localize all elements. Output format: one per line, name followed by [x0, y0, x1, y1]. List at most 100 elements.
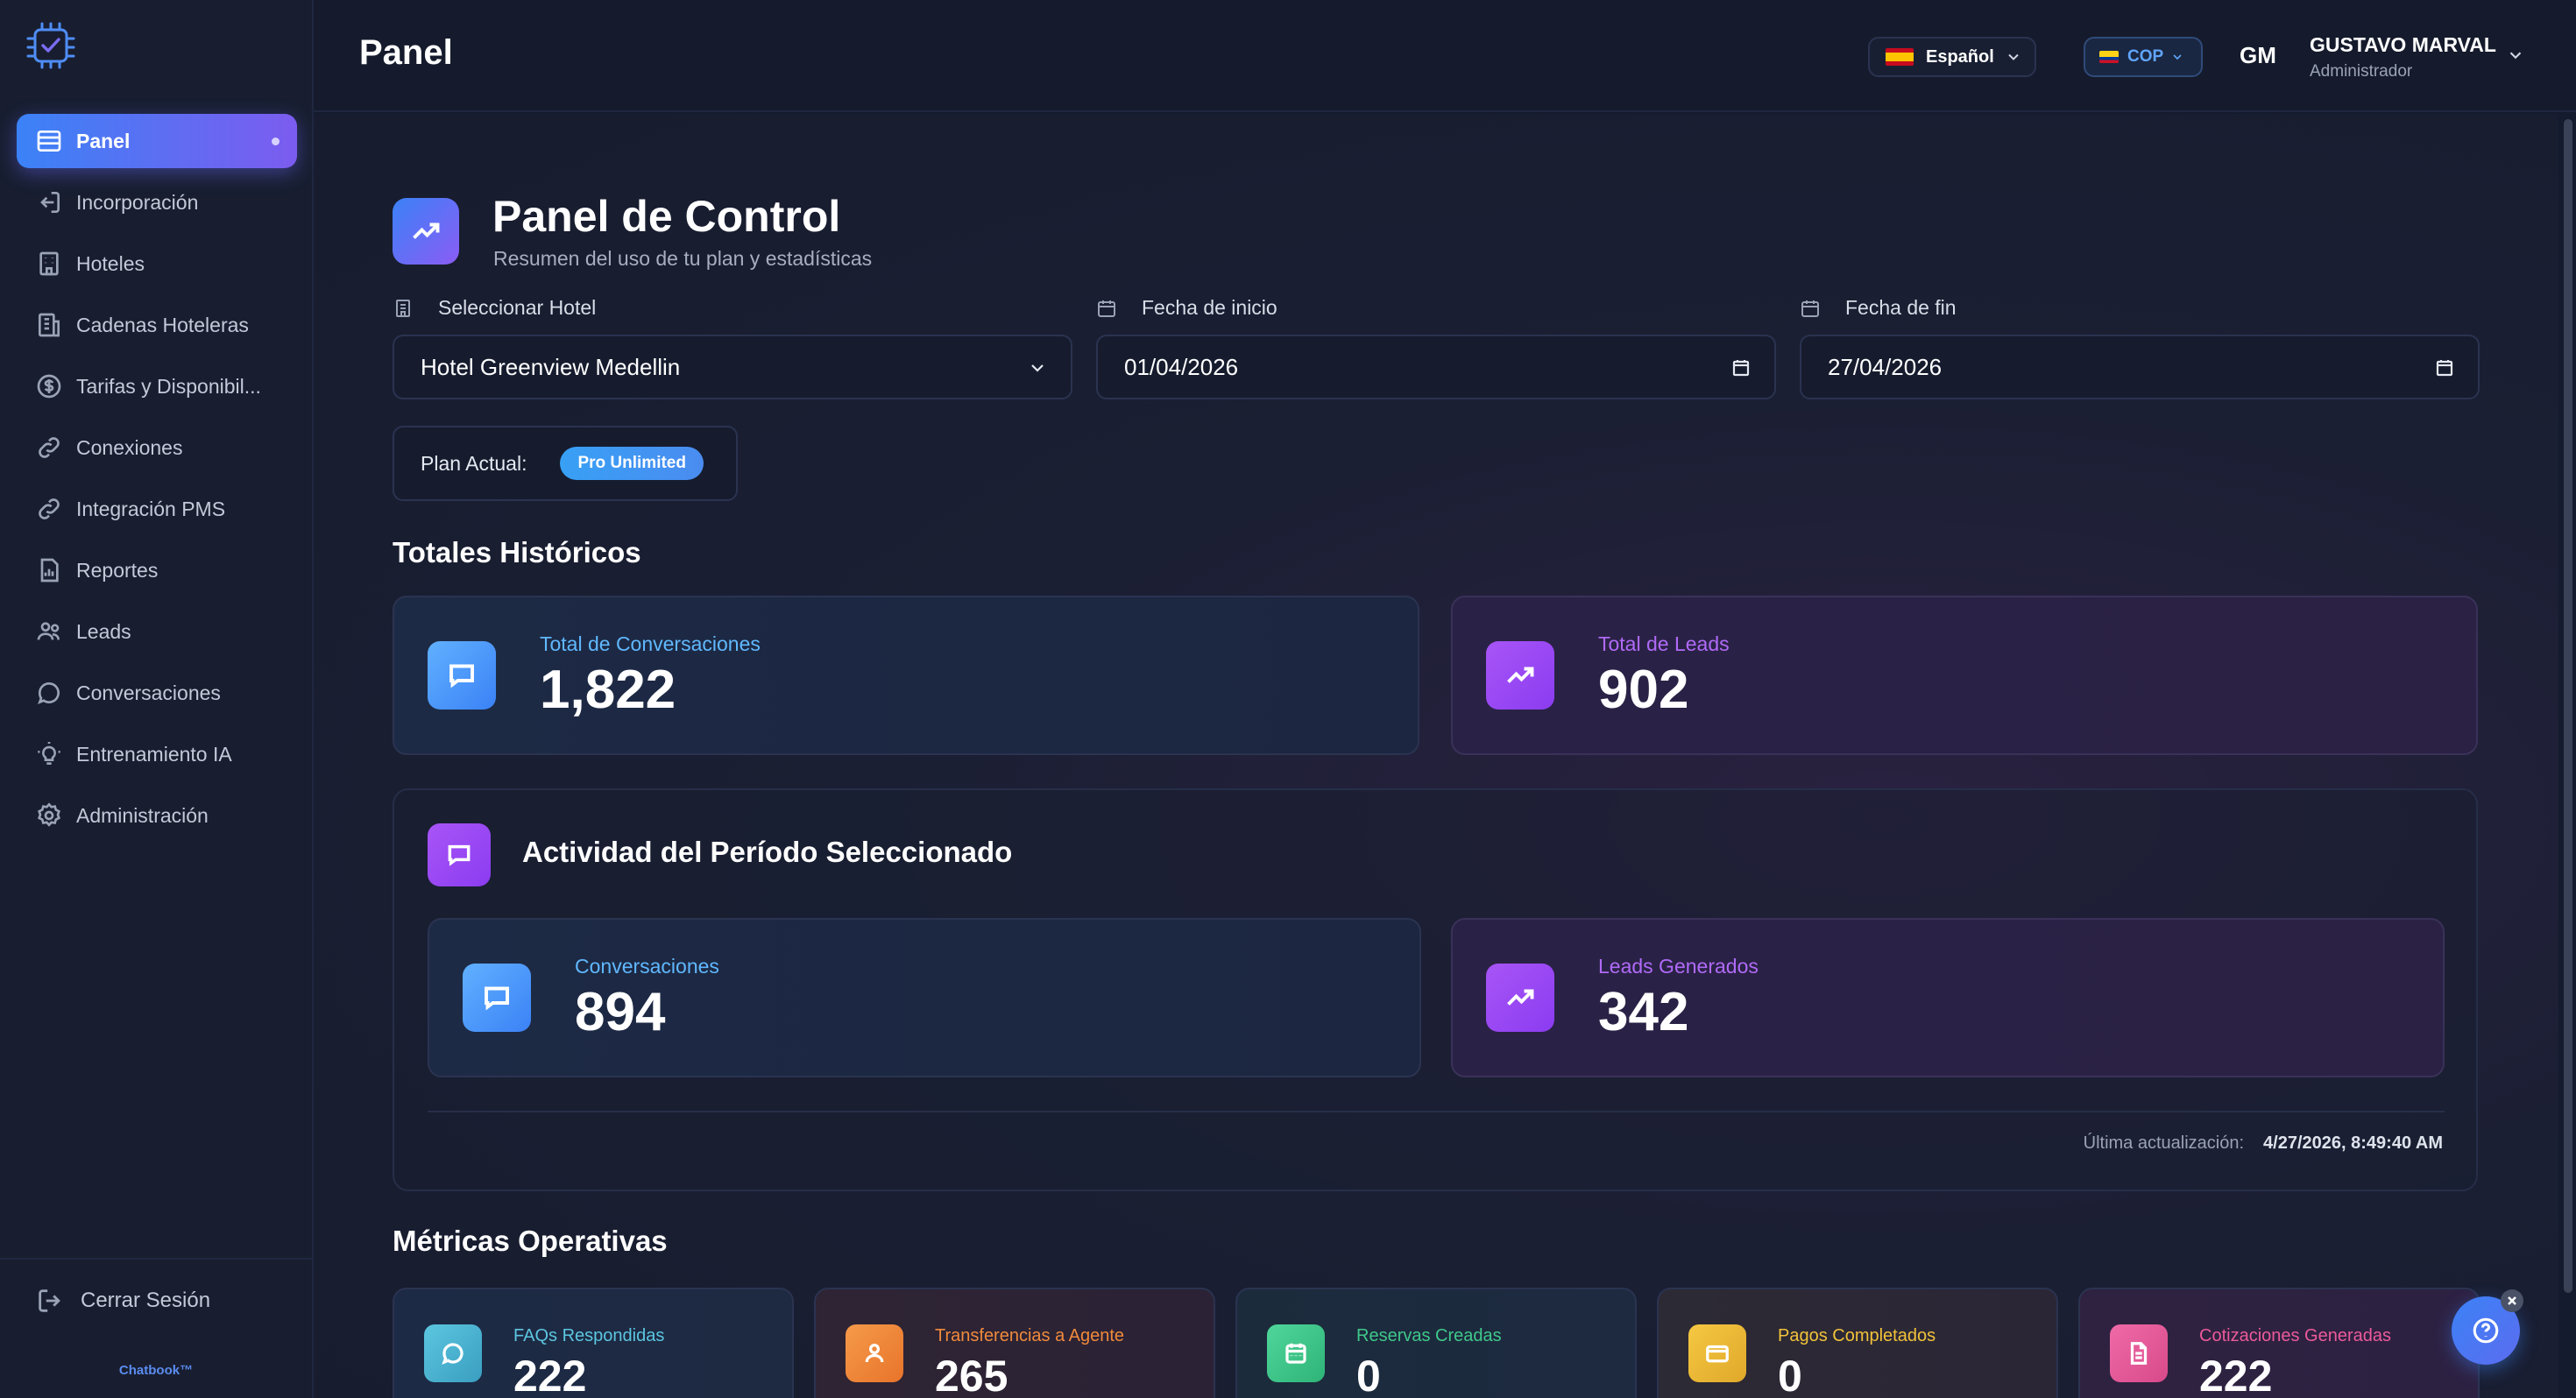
calendar-icon: [1267, 1324, 1325, 1382]
last-updated-label: Última actualización:: [2083, 1133, 2245, 1153]
buildings-icon: [34, 310, 64, 340]
hotel-select-label: Seleccionar Hotel: [393, 296, 596, 320]
sidebar-item-integracion-pms[interactable]: Integración PMS: [17, 482, 297, 536]
language-label: Español: [1926, 46, 1994, 67]
sidebar-item-incorporacion[interactable]: Incorporación: [17, 175, 297, 229]
metric-card-payments: Pagos Completados 0: [1657, 1288, 2058, 1398]
sidebar-item-tarifas[interactable]: Tarifas y Disponibil...: [17, 359, 297, 413]
sidebar-item-label: Incorporación: [76, 190, 199, 214]
historic-totals-title: Totales Históricos: [393, 536, 641, 568]
metric-label: Reservas Creadas: [1356, 1326, 1502, 1345]
chat-square-icon: [428, 823, 491, 886]
plan-label: Plan Actual:: [421, 451, 527, 475]
end-date-label-text: Fecha de fin: [1845, 296, 1957, 319]
total-conversations-label: Total de Conversaciones: [540, 632, 761, 655]
metric-card-quotes: Cotizaciones Generadas 222: [2078, 1288, 2480, 1398]
app-logo-chip-icon[interactable]: [25, 21, 77, 70]
current-plan: Plan Actual: Pro Unlimited: [393, 426, 738, 501]
end-date-label: Fecha de fin: [1800, 296, 1957, 320]
metric-value: 0: [1356, 1352, 1381, 1398]
sidebar-footer: Cerrar Sesión Chatbook™: [0, 1258, 312, 1398]
user-menu[interactable]: GUSTAVO MARVAL Administrador: [2310, 33, 2496, 81]
user-role: Administrador: [2310, 62, 2413, 81]
trending-up-icon: [1486, 964, 1554, 1032]
operational-metrics-title: Métricas Operativas: [393, 1225, 668, 1257]
metric-value: 222: [2199, 1352, 2273, 1398]
avatar[interactable]: GM: [2240, 42, 2276, 68]
scrollbar[interactable]: [2564, 119, 2572, 1293]
divider: [428, 1111, 2445, 1112]
logout-icon: [39, 1289, 60, 1312]
metric-value: 0: [1778, 1352, 1802, 1398]
last-updated-value: 4/27/2026, 8:49:40 AM: [2263, 1133, 2443, 1153]
language-selector[interactable]: Español: [1868, 37, 2036, 77]
period-conversations-label: Conversaciones: [575, 955, 719, 978]
calendar-icon: [1801, 300, 1819, 317]
sidebar-item-label: Administración: [76, 803, 209, 827]
chat-bubble-icon: [424, 1324, 482, 1382]
period-activity-panel: Actividad del Período Seleccionado Conve…: [393, 788, 2478, 1191]
sidebar-item-hoteles[interactable]: Hoteles: [17, 237, 297, 291]
document-icon: [2110, 1324, 2168, 1382]
topbar-title: Panel: [359, 33, 453, 72]
period-conversations-value: 894: [575, 982, 666, 1042]
period-leads-card: Leads Generados 342: [1451, 918, 2445, 1077]
logout-button[interactable]: Cerrar Sesión: [35, 1286, 210, 1316]
sidebar-item-label: Integración PMS: [76, 497, 226, 520]
start-date-input[interactable]: 01/04/2026: [1096, 335, 1776, 399]
total-conversations-card: Total de Conversaciones 1,822: [393, 596, 1419, 755]
metric-label: Cotizaciones Generadas: [2199, 1326, 2392, 1345]
sidebar-item-administracion[interactable]: Administración: [17, 788, 297, 843]
sidebar-item-leads[interactable]: Leads: [17, 604, 297, 659]
chat-bubble-icon: [34, 678, 64, 708]
calendar-icon: [1098, 300, 1115, 317]
sidebar-item-label: Conversaciones: [76, 681, 221, 704]
calendar-icon[interactable]: [1730, 357, 1752, 378]
calendar-icon[interactable]: [2434, 357, 2455, 378]
sidebar-item-label: Conexiones: [76, 435, 183, 459]
chevron-down-icon: [1031, 364, 1044, 372]
currency-selector[interactable]: COP: [2084, 37, 2203, 77]
hotel-select[interactable]: Hotel Greenview Medellin: [393, 335, 1072, 399]
total-leads-label: Total de Leads: [1598, 632, 1730, 655]
plan-badge: Pro Unlimited: [560, 447, 704, 480]
metric-card-faqs: FAQs Respondidas 222: [393, 1288, 794, 1398]
logout-label: Cerrar Sesión: [81, 1289, 211, 1312]
sidebar-item-entrenamiento-ia[interactable]: Entrenamiento IA: [17, 727, 297, 781]
metric-value: 222: [513, 1352, 587, 1398]
start-date-label: Fecha de inicio: [1096, 296, 1277, 320]
period-leads-value: 342: [1598, 982, 1689, 1042]
sidebar-item-label: Cadenas Hoteleras: [76, 313, 249, 336]
trending-up-icon: [393, 198, 459, 265]
building-icon: [34, 249, 64, 279]
metric-label: Pagos Completados: [1778, 1326, 1936, 1345]
topbar: Panel Español COP GM GUSTAVO MARVAL Admi…: [314, 0, 2576, 112]
start-date-label-text: Fecha de inicio: [1142, 296, 1277, 319]
link-icon: [34, 433, 64, 462]
chevron-down-icon[interactable]: [2506, 46, 2525, 65]
colombia-flag-icon: [2099, 51, 2119, 63]
gear-icon: [34, 801, 64, 830]
hotel-select-label-text: Seleccionar Hotel: [438, 296, 597, 319]
sidebar-item-conversaciones[interactable]: Conversaciones: [17, 666, 297, 720]
sidebar-item-label: Reportes: [76, 558, 159, 582]
sidebar-item-reportes[interactable]: Reportes: [17, 543, 297, 597]
sidebar-item-cadenas-hoteleras[interactable]: Cadenas Hoteleras: [17, 298, 297, 352]
sidebar-item-label: Entrenamiento IA: [76, 742, 232, 766]
main-content: Panel de Control Resumen del uso de tu p…: [314, 114, 2558, 1398]
user-name: GUSTAVO MARVAL: [2310, 33, 2496, 56]
sidebar-item-panel[interactable]: Panel: [17, 114, 297, 168]
chevron-down-icon: [2008, 53, 2019, 60]
lightbulb-icon: [34, 739, 64, 769]
help-close-button[interactable]: [2501, 1289, 2523, 1312]
end-date-input[interactable]: 27/04/2026: [1800, 335, 2480, 399]
brand-footer: Chatbook™: [118, 1363, 194, 1378]
sidebar-item-conexiones[interactable]: Conexiones: [17, 420, 297, 475]
users-icon: [34, 617, 64, 646]
total-conversations-value: 1,822: [540, 660, 676, 720]
report-chart-icon: [34, 555, 64, 585]
metric-value: 265: [935, 1352, 1008, 1398]
total-leads-card: Total de Leads 902: [1451, 596, 2478, 755]
active-indicator-dot: [272, 138, 280, 145]
chat-square-icon: [428, 641, 496, 710]
